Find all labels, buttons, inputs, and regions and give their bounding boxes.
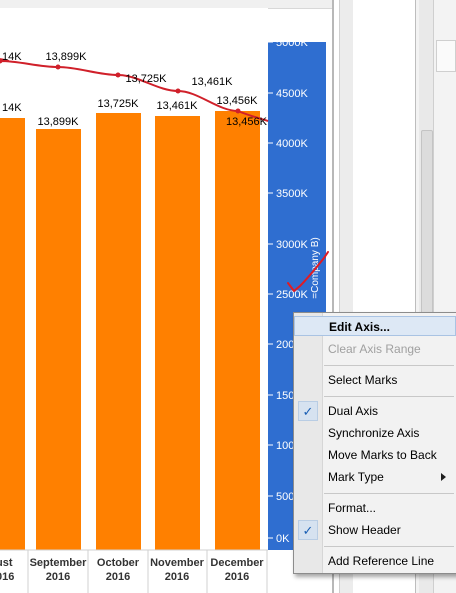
x-tick-label: September [30,557,88,569]
menu-item-label: Edit Axis... [329,320,390,334]
menu-item-move-marks-to-back[interactable]: Move Marks to Back [294,445,456,465]
menu-item-label: Select Marks [328,373,398,387]
menu-item-label: Move Marks to Back [328,448,437,462]
menu-separator [324,493,454,494]
menu-item-label: Mark Type [328,470,384,484]
menu-item-label: Synchronize Axis [328,426,420,440]
secondary-axis-tick-label: 2500K [276,289,308,301]
bar-data-label: 13,456K [217,95,259,107]
line-point[interactable] [175,88,181,94]
x-tick-label: ust [0,557,13,569]
secondary-axis-tick-label: 0K [276,533,290,545]
line-data-label: 13,899K [46,51,88,63]
secondary-axis-tick-label: 3500K [276,188,308,200]
menu-item-add-reference-line[interactable]: Add Reference Line [294,551,456,571]
menu-item-mark-type[interactable]: Mark Type [294,467,456,487]
menu-separator [324,396,454,397]
x-tick-label: 016 [0,571,14,583]
x-axis-band [0,550,268,593]
line-data-label: 13,725K [126,73,168,85]
line-point[interactable] [0,58,3,64]
menu-item-label: Add Reference Line [328,554,435,568]
bar-4[interactable] [155,116,200,550]
bar-data-label: 13,899K [38,116,80,128]
menu-item-synchronize-axis[interactable]: Synchronize Axis [294,423,456,443]
bar-2[interactable] [36,129,81,550]
x-tick-label: 2016 [46,571,70,583]
line-point[interactable] [55,64,61,70]
menu-item-label: Format... [328,501,377,515]
checkmark-icon: ✓ [298,401,318,421]
secondary-axis-tick-label: 3000K [276,239,308,251]
menu-separator [324,546,454,547]
x-tick-label: December [210,557,264,569]
bar-5[interactable] [215,111,260,550]
line-point[interactable] [115,72,121,78]
menu-item-label: Show Header [328,523,401,537]
menu-item-label: Clear Axis Range [328,342,421,356]
secondary-axis-tick-label: 4000K [276,138,308,150]
x-tick-label: 2016 [165,571,189,583]
line-point[interactable] [235,108,241,114]
x-tick-label: November [150,557,205,569]
line-data-label: 13,456K [226,116,268,128]
line-data-label: 14K [2,51,22,63]
secondary-axis-tick-label: 5000K [276,37,308,49]
bar-data-label: 13,725K [98,98,140,110]
right-panel-control[interactable] [436,40,456,72]
menu-item-edit-axis[interactable]: Edit Axis... [294,316,456,336]
submenu-arrow-icon [441,473,446,481]
line-data-label: 13,461K [192,76,234,88]
panel-divider [332,0,334,593]
secondary-axis-tick-label: 4500K [276,88,308,100]
x-tick-label: October [97,557,140,569]
menu-item-clear-axis-range: Clear Axis Range [294,339,456,359]
x-tick-label: 2016 [106,571,130,583]
bar-1[interactable] [0,118,25,550]
menu-item-show-header[interactable]: ✓ Show Header [294,520,456,540]
menu-item-format[interactable]: Format... [294,498,456,518]
menu-item-label: Dual Axis [328,404,379,418]
axis-context-menu: Edit Axis... Clear Axis Range Select Mar… [293,312,456,574]
menu-item-select-marks[interactable]: Select Marks [294,370,456,390]
checkmark-icon: ✓ [298,520,318,540]
menu-item-dual-axis[interactable]: ✓ Dual Axis [294,401,456,421]
bar-data-label: 14K [2,102,22,114]
menu-separator [324,365,454,366]
bar-3[interactable] [96,113,141,550]
red-checkmark-annotation [287,251,329,292]
x-tick-label: 2016 [225,571,249,583]
bar-data-label: 13,461K [157,100,199,112]
